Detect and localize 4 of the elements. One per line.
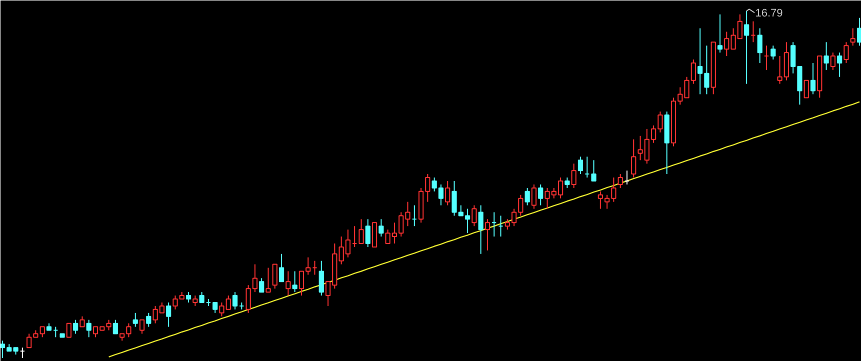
annotation: 16.79: [755, 8, 783, 20]
candlestick: [744, 10, 750, 84]
candlestick: [286, 270, 291, 296]
candlestick: [824, 42, 829, 70]
